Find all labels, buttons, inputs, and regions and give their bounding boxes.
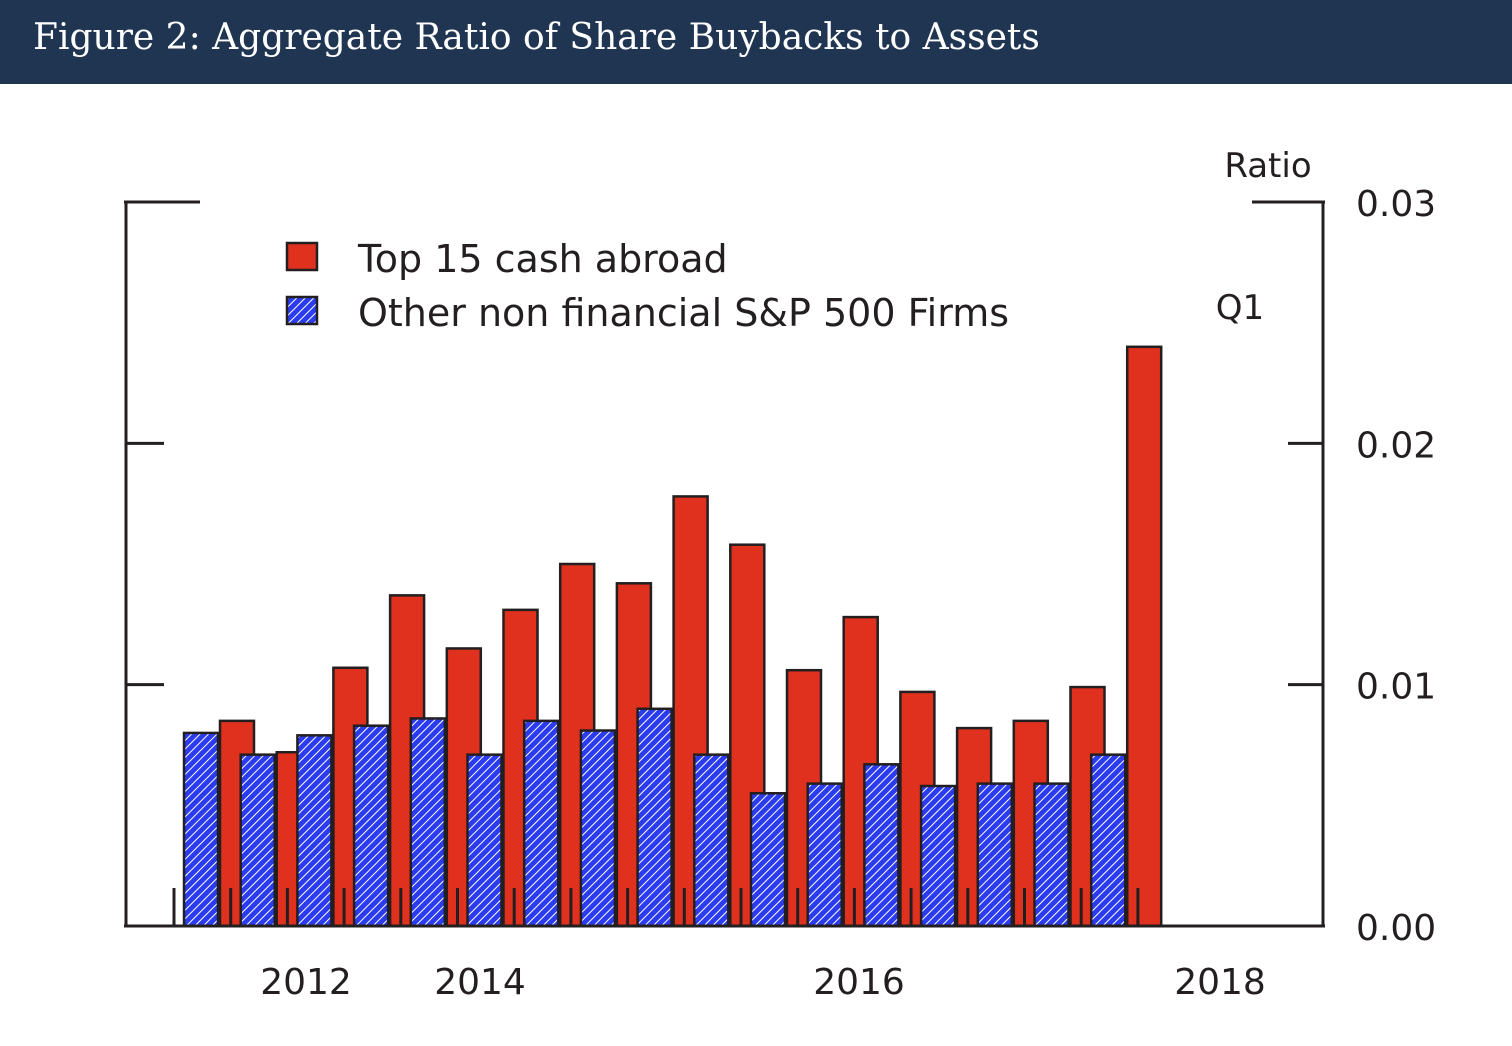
bar-other-8 [636,707,673,928]
bar-other-11 [806,782,843,928]
y-tick-label-0: 0.00 [1356,908,1436,949]
y-axis-label: Ratio [1224,146,1311,186]
bar-other-4 [409,717,447,928]
bar-other-2 [296,734,333,928]
axes-group [124,200,1325,928]
x-tick-label-2016: 2016 [813,962,905,1003]
legend-swatch-top15 [285,241,319,272]
bar-other-3 [352,724,390,928]
bar-other-12 [863,763,900,928]
x-tick-label-2012: 2012 [260,962,352,1003]
bar-chart: Ratio Q1 Top 15 cash abroad Other non fi… [124,146,1436,1003]
legend-label-other: Other non financial S&P 500 Firms [358,291,1009,335]
y-tick-label-3: 0.03 [1356,184,1436,225]
y-tick-labels: 0.00 0.01 0.02 0.03 [1356,184,1436,949]
figure-header: Figure 2: Aggregate Ratio of Share Buyba… [0,0,1512,84]
bar-other-16 [1089,753,1127,928]
y-tick-label-2: 0.02 [1356,425,1436,466]
x-tick-label-2018: 2018 [1174,962,1266,1003]
bar-other-9 [693,753,730,928]
figure-title: Figure 2: Aggregate Ratio of Share Buyba… [33,17,1040,58]
legend-swatch-other [285,295,319,326]
bar-other-13 [919,784,957,928]
bar-other-14 [976,782,1014,928]
legend: Top 15 cash abroad Other non financial S… [285,237,1009,335]
bar-other-0 [182,731,220,928]
y-tick-label-1: 0.01 [1356,667,1436,708]
x-tick-labels: 2012 2014 2016 2018 [260,962,1266,1003]
bar-top15-16 [1125,345,1163,928]
x-tick-label-2014: 2014 [434,962,526,1003]
bar-other-7 [579,729,617,928]
y-axis-label-group: Ratio [1224,146,1311,186]
legend-label-top15: Top 15 cash abroad [357,237,728,281]
bar-other-5 [466,753,503,928]
bar-other-10 [749,792,787,928]
bar-other-15 [1033,782,1070,928]
bar-other-6 [522,719,560,928]
bar-other-1 [239,753,276,928]
bars-group [182,345,1163,928]
q1-annotation: Q1 [1216,288,1264,328]
